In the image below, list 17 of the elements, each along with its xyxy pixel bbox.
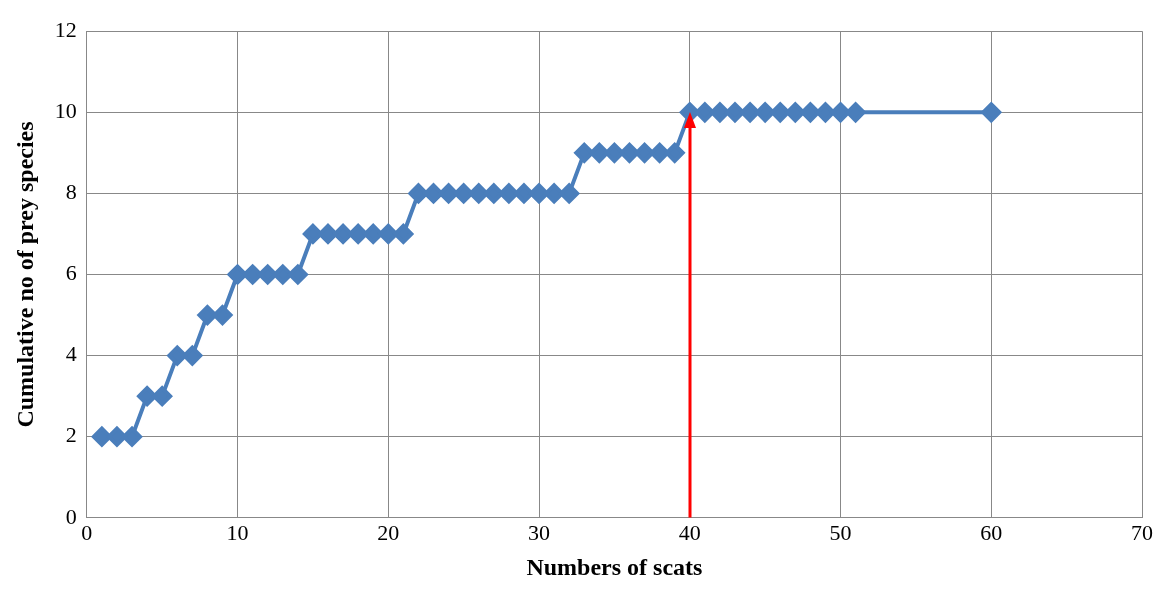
x-tick-label: 30 bbox=[528, 519, 551, 545]
y-tick-label: 0 bbox=[65, 503, 77, 529]
x-tick-label: 20 bbox=[377, 519, 400, 545]
x-axis-title: Numbers of scats bbox=[526, 553, 703, 580]
y-axis-title: Cumulative no of prey species bbox=[11, 121, 38, 428]
x-tick-label: 40 bbox=[678, 519, 701, 545]
x-tick-label: 0 bbox=[81, 519, 93, 545]
y-tick-label: 12 bbox=[54, 16, 77, 42]
x-tick-label: 70 bbox=[1131, 519, 1153, 545]
x-tick-label: 50 bbox=[829, 519, 852, 545]
x-tick-label: 60 bbox=[980, 519, 1003, 545]
x-tick-label: 10 bbox=[226, 519, 249, 545]
y-tick-label: 2 bbox=[65, 422, 77, 448]
y-tick-label: 10 bbox=[54, 98, 77, 124]
y-tick-label: 4 bbox=[65, 341, 77, 367]
y-tick-label: 6 bbox=[65, 260, 77, 286]
y-tick-label: 8 bbox=[65, 179, 77, 205]
